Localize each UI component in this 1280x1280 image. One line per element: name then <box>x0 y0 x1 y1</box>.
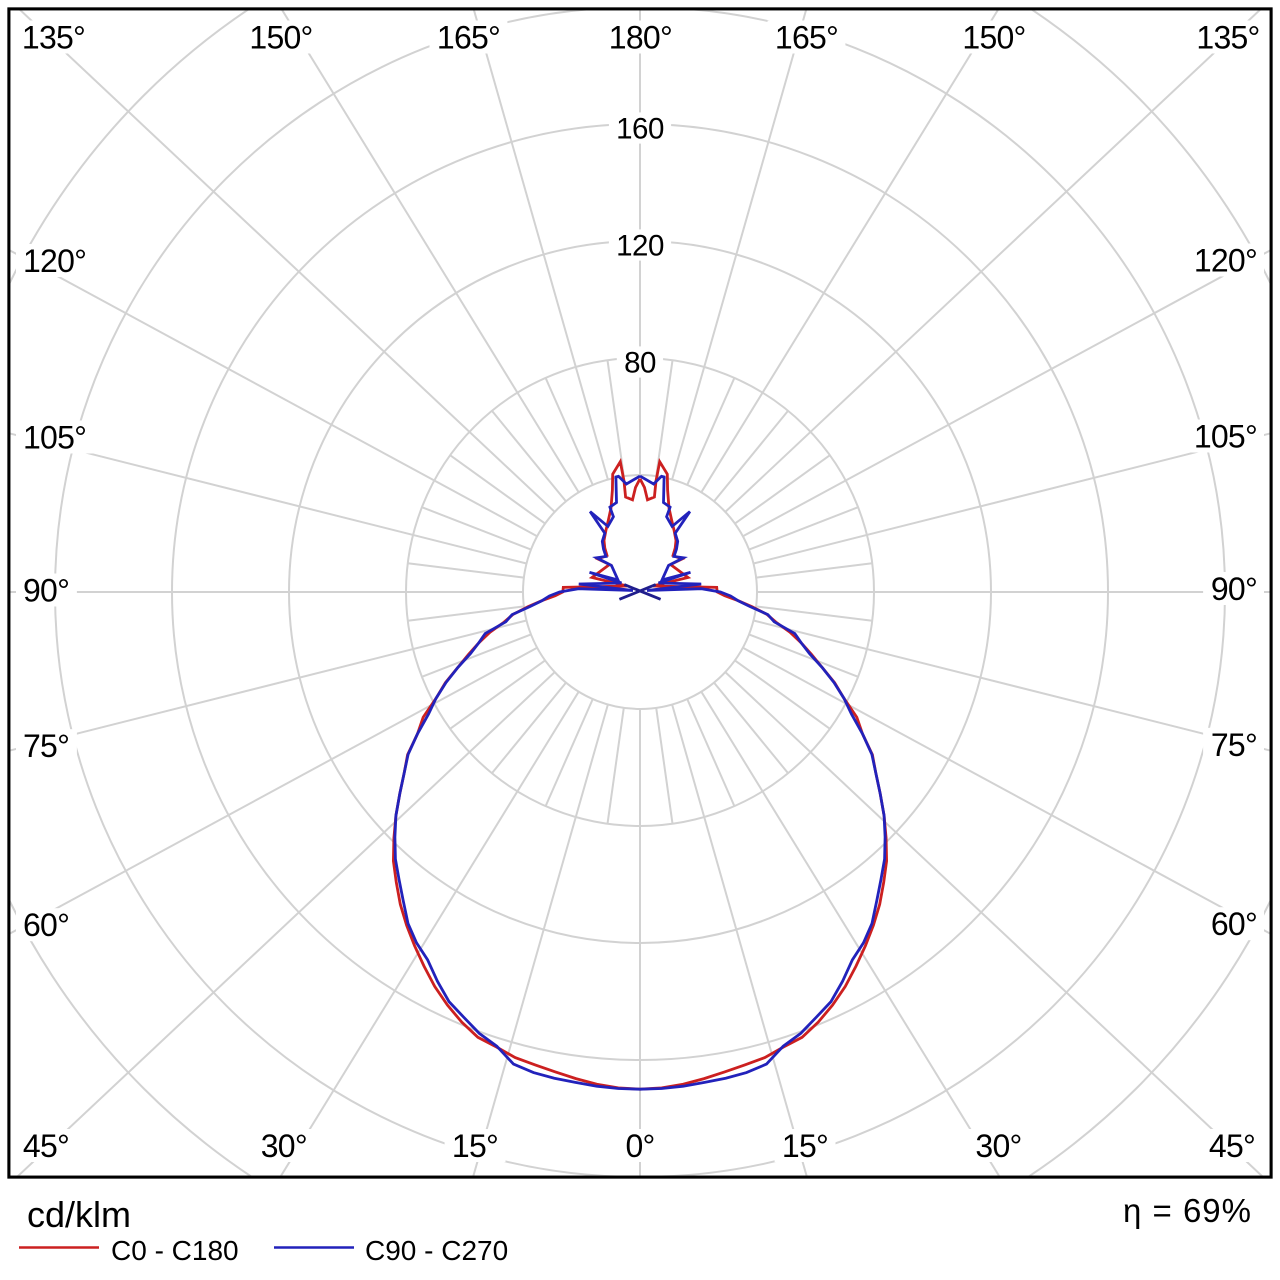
svg-text:135°: 135° <box>22 20 85 56</box>
svg-text:C0 - C180: C0 - C180 <box>111 1235 239 1266</box>
svg-text:45°: 45° <box>23 1128 69 1164</box>
svg-text:90°: 90° <box>23 573 69 609</box>
svg-text:η = 69%: η = 69% <box>1123 1192 1252 1229</box>
svg-text:165°: 165° <box>437 20 500 56</box>
svg-text:15°: 15° <box>452 1128 498 1164</box>
svg-text:30°: 30° <box>261 1128 307 1164</box>
svg-text:180°: 180° <box>609 20 672 56</box>
svg-text:165°: 165° <box>775 20 838 56</box>
svg-text:90°: 90° <box>1211 571 1257 607</box>
svg-text:60°: 60° <box>1211 906 1257 942</box>
svg-text:150°: 150° <box>249 20 312 56</box>
svg-text:60°: 60° <box>23 907 69 943</box>
svg-text:75°: 75° <box>1211 727 1257 763</box>
svg-text:30°: 30° <box>975 1128 1021 1164</box>
svg-text:150°: 150° <box>962 20 1025 56</box>
svg-text:cd/klm: cd/klm <box>27 1194 131 1235</box>
svg-text:135°: 135° <box>1196 20 1259 56</box>
svg-text:0°: 0° <box>625 1128 654 1164</box>
svg-text:75°: 75° <box>23 728 69 764</box>
svg-text:105°: 105° <box>1194 419 1257 455</box>
svg-text:160: 160 <box>616 113 664 146</box>
svg-text:80: 80 <box>624 347 656 380</box>
svg-text:120: 120 <box>616 230 664 263</box>
svg-text:15°: 15° <box>782 1128 828 1164</box>
svg-text:120°: 120° <box>1194 243 1257 279</box>
svg-text:120°: 120° <box>23 243 86 279</box>
svg-text:105°: 105° <box>23 420 86 456</box>
svg-text:45°: 45° <box>1209 1128 1255 1164</box>
svg-text:C90 - C270: C90 - C270 <box>365 1235 508 1266</box>
